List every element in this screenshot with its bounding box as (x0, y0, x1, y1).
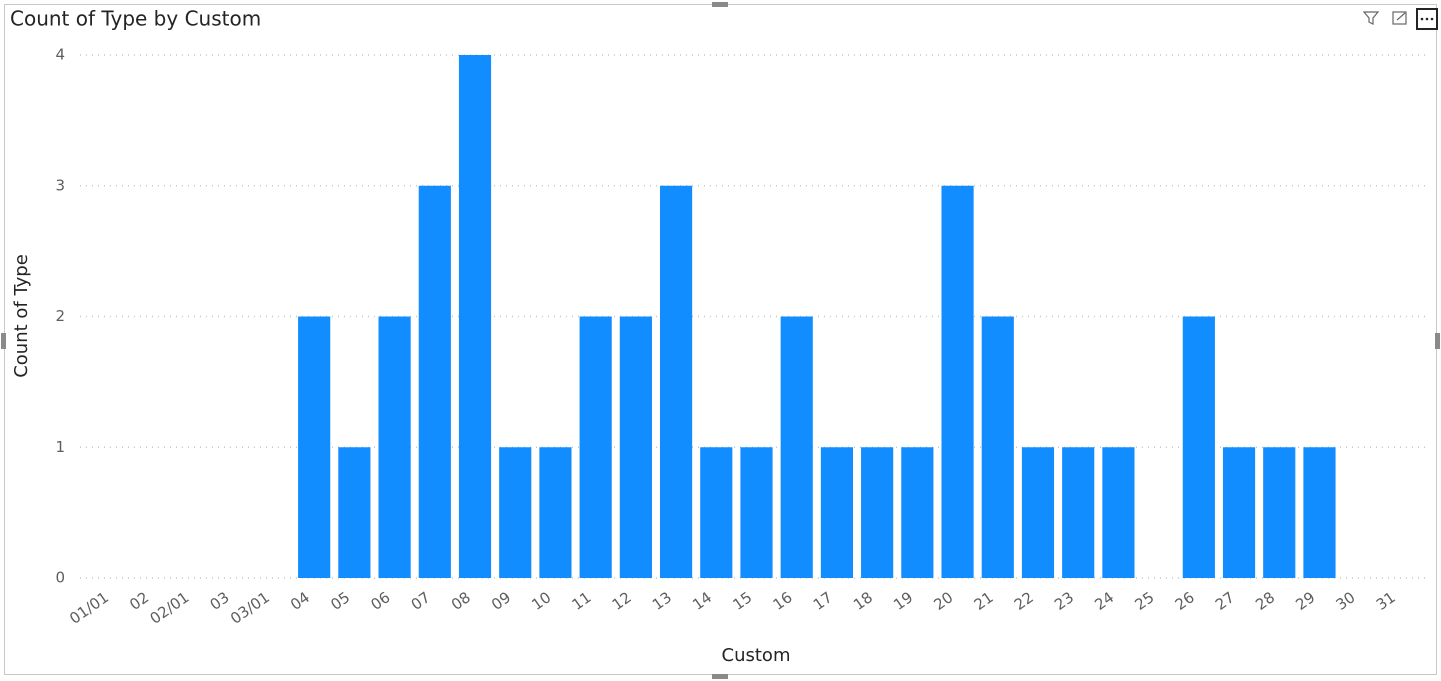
bar (298, 316, 331, 578)
bar (981, 316, 1014, 578)
bar (579, 316, 612, 578)
bar (1062, 447, 1095, 578)
bar (901, 447, 934, 578)
resize-handle[interactable] (1435, 333, 1440, 349)
bar (1021, 447, 1055, 578)
bar (1263, 447, 1296, 578)
bar (861, 447, 894, 578)
y-tick-label: 3 (55, 176, 65, 194)
bar (1303, 447, 1336, 578)
bar (338, 447, 371, 578)
y-tick-label: 4 (55, 46, 65, 64)
bar (1102, 447, 1135, 578)
bar (780, 316, 813, 578)
y-tick-label: 2 (55, 307, 65, 325)
bar (619, 316, 652, 578)
y-tick-label: 0 (55, 569, 65, 587)
y-tick-label: 1 (55, 438, 65, 456)
bar (499, 447, 532, 578)
y-axis-title: Count of Type (11, 254, 32, 378)
focus-mode-icon[interactable] (1392, 11, 1407, 25)
more-options-icon[interactable] (1416, 8, 1438, 30)
bar (1182, 316, 1215, 578)
bar (1222, 447, 1256, 578)
bar (458, 55, 492, 578)
bar (700, 447, 733, 578)
bar (820, 447, 854, 578)
resize-handle[interactable] (712, 674, 728, 679)
resize-handle[interactable] (712, 2, 728, 7)
bar (941, 185, 974, 578)
chart-title: Count of Type by Custom (10, 7, 261, 31)
resize-handle[interactable] (1, 333, 6, 349)
bar (740, 447, 773, 578)
bar (659, 185, 693, 578)
bar (418, 185, 451, 578)
bar (539, 447, 572, 578)
x-axis-title: Custom (722, 645, 791, 666)
bar (378, 316, 411, 578)
filter-icon[interactable] (1362, 11, 1380, 25)
